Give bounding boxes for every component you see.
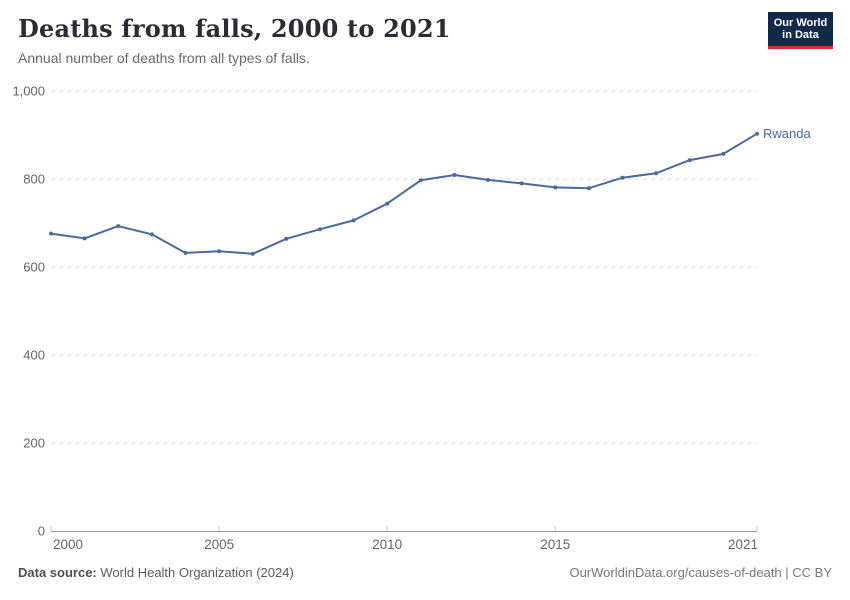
data-point[interactable] — [586, 186, 591, 191]
data-point[interactable] — [721, 151, 726, 156]
data-point[interactable] — [284, 236, 289, 241]
y-axis-tick-label: 1,000 — [12, 84, 45, 99]
data-point[interactable] — [620, 175, 625, 180]
y-axis-tick-label: 400 — [23, 348, 45, 363]
data-point[interactable] — [687, 158, 692, 163]
data-point[interactable] — [418, 178, 423, 183]
y-axis-tick-label: 0 — [38, 524, 45, 539]
credit-link[interactable]: OurWorldinData.org/causes-of-death | CC … — [569, 565, 832, 580]
chart-title: Deaths from falls, 2000 to 2021 — [18, 14, 451, 43]
data-point[interactable] — [183, 250, 188, 255]
data-point[interactable] — [351, 218, 356, 223]
data-point[interactable] — [49, 231, 53, 236]
y-axis-tick-label: 800 — [23, 172, 45, 187]
series-label[interactable]: Rwanda — [763, 126, 811, 141]
data-point[interactable] — [318, 227, 322, 232]
data-point[interactable] — [486, 177, 490, 182]
data-source-text: World Health Organization (2024) — [100, 565, 294, 580]
data-point[interactable] — [755, 131, 759, 136]
owid-logo[interactable]: Our World in Data — [768, 12, 833, 49]
owid-logo-line1: Our World — [773, 16, 828, 29]
x-axis-tick-label: 2010 — [372, 537, 402, 552]
x-axis-tick-label: 2021 — [728, 537, 758, 552]
x-axis-tick-label: 2000 — [53, 537, 83, 552]
data-point[interactable] — [553, 185, 558, 190]
data-point[interactable] — [452, 173, 457, 177]
data-point[interactable] — [654, 171, 659, 176]
data-source-label: Data source: — [18, 565, 97, 580]
chart-footer: Data source: World Health Organization (… — [18, 565, 832, 580]
data-point[interactable] — [385, 201, 390, 206]
data-source: Data source: World Health Organization (… — [18, 565, 294, 580]
y-axis-tick-label: 600 — [23, 260, 45, 275]
y-axis-tick-label: 200 — [23, 436, 45, 451]
x-axis-tick-label: 2005 — [204, 537, 234, 552]
data-point[interactable] — [250, 251, 255, 256]
data-point[interactable] — [82, 236, 87, 241]
data-point[interactable] — [519, 181, 524, 186]
series-line[interactable] — [50, 132, 758, 255]
data-point[interactable] — [149, 232, 154, 237]
chart-subtitle: Annual number of deaths from all types o… — [18, 50, 310, 66]
data-point[interactable] — [217, 249, 222, 254]
owid-logo-line2: in Data — [782, 29, 819, 41]
data-point[interactable] — [116, 224, 121, 229]
x-axis-tick-label: 2015 — [540, 537, 570, 552]
chart-header: Deaths from falls, 2000 to 2021 Annual n… — [18, 14, 758, 66]
